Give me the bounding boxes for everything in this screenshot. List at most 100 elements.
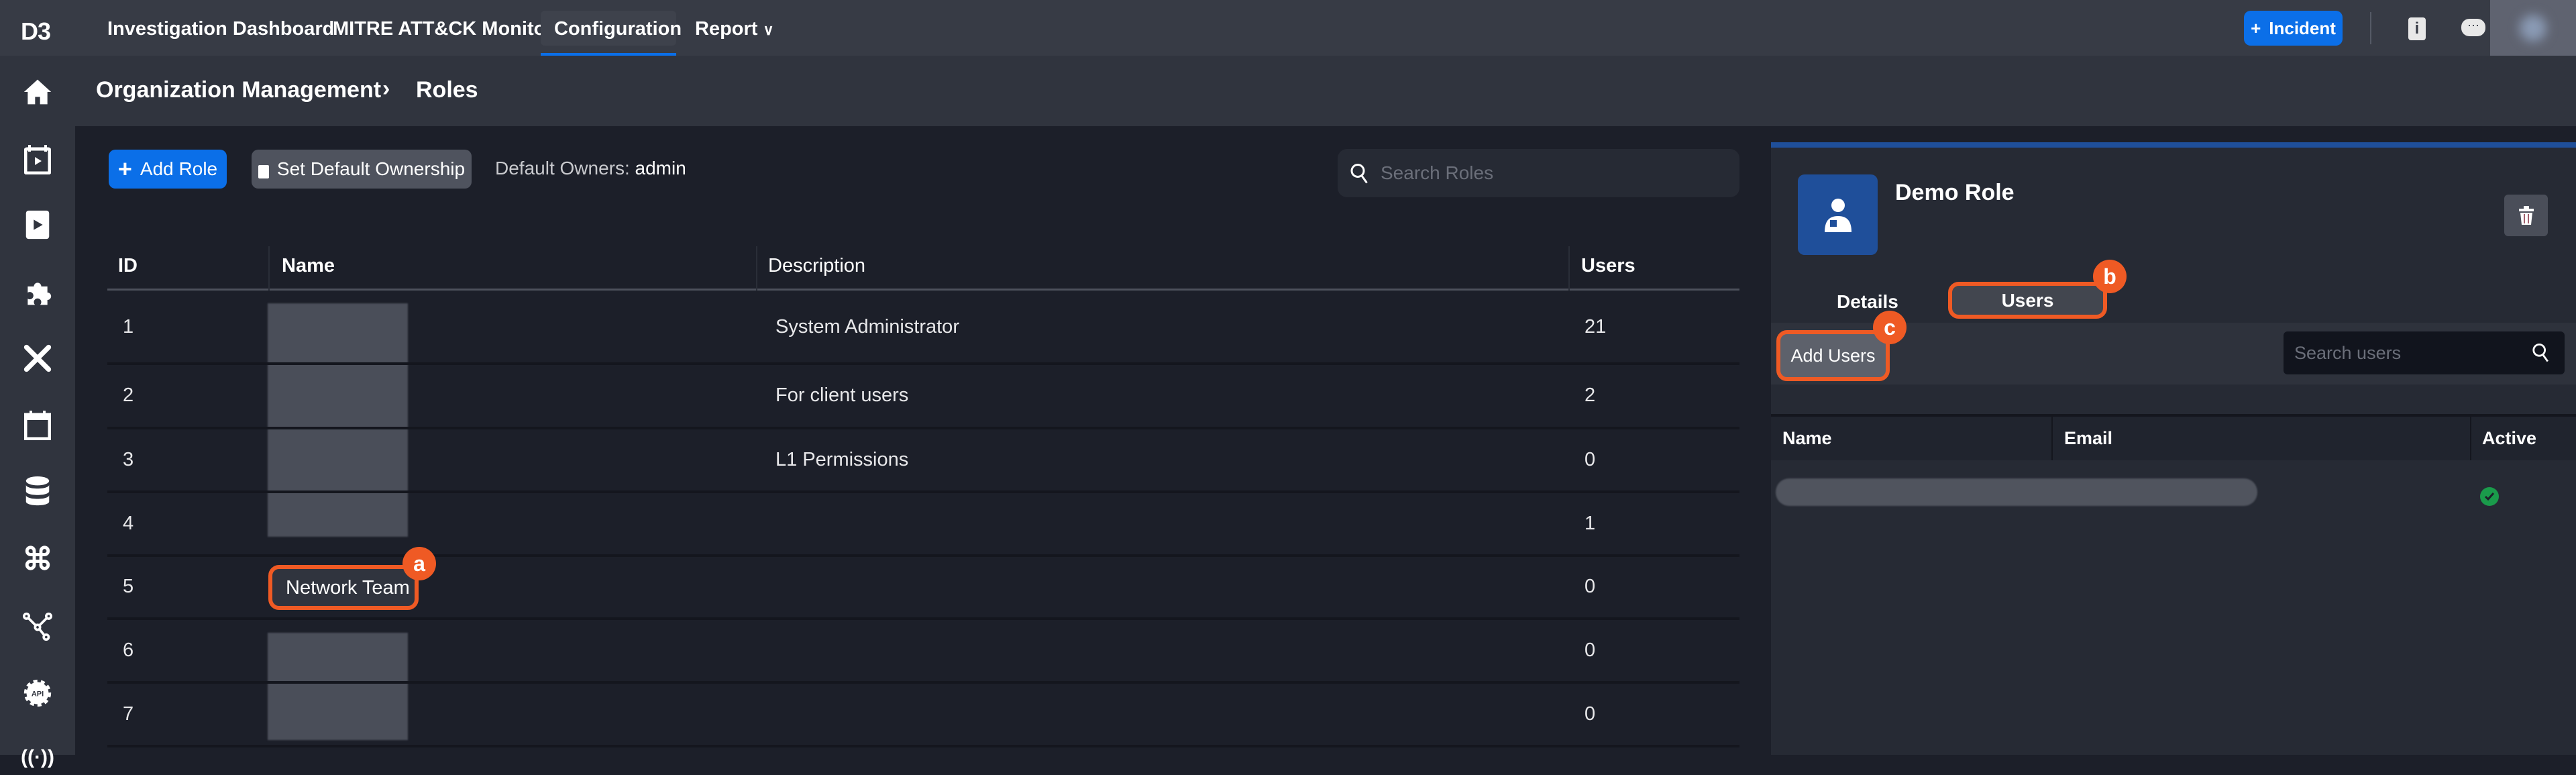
home-icon[interactable]: [20, 74, 55, 109]
tab-users[interactable]: Users: [1948, 282, 2107, 319]
nav-active-bg: [541, 11, 676, 46]
role-id: 2: [123, 384, 134, 406]
column-header-name[interactable]: Name: [282, 255, 335, 276]
highlight-network-team: [268, 565, 419, 610]
column-header-description[interactable]: Description: [768, 255, 866, 276]
default-owners-label: Default Owners:: [495, 158, 630, 178]
role-id: 4: [123, 512, 134, 534]
active-check-icon: [2480, 487, 2499, 506]
column-divider: [1568, 246, 1570, 291]
plus-icon: +: [117, 155, 132, 183]
divider: [2370, 12, 2371, 44]
divider: [1771, 414, 2576, 417]
search-roles-input[interactable]: Search Roles: [1338, 149, 1739, 197]
tab-details[interactable]: Details: [1837, 291, 1898, 312]
role-user-count: 0: [1585, 448, 1596, 470]
breadcrumb-parent[interactable]: Organization Management: [96, 77, 382, 103]
search-roles-placeholder: Search Roles: [1381, 162, 1494, 183]
add-users-label: Add Users: [1790, 345, 1876, 366]
role-user-count: 0: [1585, 639, 1596, 661]
default-owners-value: admin: [635, 158, 686, 178]
delete-role-button[interactable]: [2504, 195, 2548, 236]
calendar-icon[interactable]: [20, 408, 55, 443]
role-id: 7: [123, 703, 134, 725]
column-header-active[interactable]: Active: [2482, 428, 2537, 448]
default-owners: Default Owners: admin: [495, 158, 686, 179]
row-divider: [107, 490, 1739, 493]
role-user-count: 0: [1585, 703, 1596, 725]
row-divider: [107, 681, 1739, 684]
role-id: 1: [123, 315, 134, 338]
add-role-label: Add Role: [140, 158, 218, 179]
database-icon[interactable]: [20, 474, 55, 509]
network-icon[interactable]: [20, 609, 55, 643]
calendar-play-icon[interactable]: [20, 142, 55, 177]
nav-report-label: Report: [695, 18, 758, 40]
plus-icon: +: [2251, 17, 2261, 38]
column-header-id[interactable]: ID: [118, 255, 138, 276]
role-id: 6: [123, 639, 134, 661]
breadcrumb-current: Roles: [416, 77, 478, 103]
role-user-count: 1: [1585, 512, 1596, 534]
column-header-name[interactable]: Name: [1782, 428, 1832, 448]
broadcast-icon[interactable]: ((·)): [21, 746, 54, 768]
column-header-email[interactable]: Email: [2064, 428, 2113, 448]
search-icon: [1350, 164, 1368, 184]
sidebar: ⌘ API ((·)): [0, 56, 75, 768]
role-description: For client users: [775, 384, 909, 406]
column-divider: [2051, 417, 2053, 460]
role-id: 5: [123, 576, 134, 597]
role-user-count: 2: [1585, 384, 1596, 406]
column-divider: [756, 246, 757, 291]
role-user-count: 21: [1585, 315, 1607, 338]
role-name-network-team[interactable]: Network Team: [286, 577, 410, 599]
annotation-badge-a: a: [402, 547, 436, 580]
search-icon: [2532, 344, 2548, 362]
api-gear-icon[interactable]: API: [20, 676, 55, 711]
role-title: Demo Role: [1895, 180, 2015, 205]
nav-configuration[interactable]: Configuration: [554, 18, 682, 40]
chat-icon[interactable]: ⋯: [2461, 19, 2485, 36]
tools-icon[interactable]: [20, 341, 55, 376]
search-users-input[interactable]: Search users: [2284, 331, 2565, 374]
role-user-count: 0: [1585, 576, 1596, 597]
nav-mitre-attack-monitor[interactable]: MITRE ATT&CK Monitor: [333, 18, 553, 40]
d3-logo[interactable]: D3: [21, 17, 51, 45]
trash-icon: [2518, 206, 2534, 225]
svg-text:API: API: [32, 690, 44, 699]
add-role-button[interactable]: + Add Role: [109, 150, 227, 189]
row-divider: [107, 427, 1739, 429]
playbook-icon[interactable]: [20, 207, 55, 242]
nav-investigation-dashboard[interactable]: Investigation Dashboard: [107, 18, 335, 40]
breadcrumb: Organization Management › Roles: [75, 56, 2576, 126]
row-divider: [107, 617, 1739, 620]
redacted-names: [268, 633, 408, 740]
role-description: System Administrator: [775, 315, 959, 338]
role-description: L1 Permissions: [775, 448, 909, 470]
column-header-users[interactable]: Users: [1581, 255, 1635, 276]
column-divider: [2470, 417, 2471, 460]
lock-icon: [258, 165, 269, 178]
puzzle-icon[interactable]: [20, 275, 55, 310]
panel-top-bar: [1771, 142, 2576, 148]
annotation-badge-b: b: [2093, 260, 2127, 293]
row-divider: [107, 362, 1739, 365]
tab-users-label: Users: [2001, 289, 2054, 311]
redacted-user-row[interactable]: [1776, 478, 2257, 506]
set-default-ownership-label: Set Default Ownership: [276, 158, 466, 179]
redacted-names: [268, 303, 408, 537]
set-default-ownership-button[interactable]: Set Default Ownership: [252, 150, 472, 189]
role-avatar: [1798, 174, 1878, 255]
add-users-button[interactable]: Add Users: [1776, 330, 1890, 381]
nav-active-underline: [541, 53, 676, 56]
header-underline: [107, 289, 1739, 291]
role-id: 3: [123, 448, 134, 470]
nav-report[interactable]: Report ∨: [695, 0, 774, 54]
command-icon[interactable]: ⌘: [22, 541, 53, 576]
incident-label: Incident: [2269, 17, 2336, 38]
users-table-header: Name Email Active: [1771, 417, 2576, 460]
user-avatar[interactable]: [2490, 0, 2576, 56]
search-users-placeholder: Search users: [2294, 343, 2402, 363]
info-doc-icon[interactable]: i: [2408, 17, 2426, 40]
new-incident-button[interactable]: + Incident: [2244, 11, 2343, 46]
